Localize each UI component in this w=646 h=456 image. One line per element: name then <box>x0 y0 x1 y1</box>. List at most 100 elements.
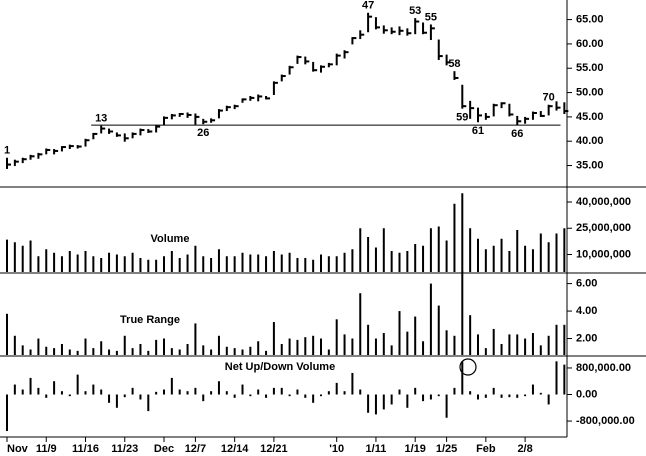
bar <box>45 394 48 398</box>
bar <box>312 259 315 272</box>
bar <box>429 283 432 355</box>
bar <box>60 391 63 395</box>
y-tick-label: 50.00 <box>576 86 604 98</box>
bar <box>500 344 503 355</box>
x-tick-label: 11/9 <box>36 443 57 455</box>
bar <box>547 335 550 355</box>
bar <box>29 240 32 272</box>
bar <box>563 324 566 355</box>
y-tick-label: 0.00 <box>576 388 597 400</box>
y-tick-label: 35.00 <box>576 159 604 171</box>
bar <box>406 394 409 408</box>
bar <box>343 252 346 272</box>
bar <box>139 394 142 400</box>
bar-number: 26 <box>197 127 209 139</box>
bar <box>461 271 464 355</box>
bar <box>390 345 393 355</box>
bar <box>210 391 213 395</box>
bar <box>359 293 362 355</box>
bar <box>422 394 425 402</box>
bar <box>84 251 87 272</box>
bar <box>312 335 315 355</box>
bar <box>249 346 252 355</box>
bar <box>288 252 291 272</box>
bar <box>335 382 338 395</box>
bar <box>524 394 527 397</box>
bar <box>484 249 487 272</box>
bar <box>21 389 24 395</box>
bar <box>390 394 393 405</box>
bar-number: 66 <box>511 128 523 140</box>
bar <box>500 238 503 272</box>
bar <box>374 247 377 272</box>
bar <box>100 389 103 395</box>
bar <box>429 228 432 272</box>
bar <box>92 384 95 395</box>
bar <box>484 394 487 398</box>
bar <box>414 316 417 355</box>
bar <box>280 387 283 395</box>
panel-title: Volume <box>151 233 190 245</box>
bar <box>217 249 220 272</box>
bar-number: 55 <box>425 11 437 23</box>
bar <box>45 346 48 355</box>
x-tick-label: 1/11 <box>366 443 387 455</box>
bar <box>115 350 118 355</box>
bar <box>374 338 377 355</box>
bar <box>296 258 299 272</box>
bar <box>123 394 126 398</box>
bar <box>170 377 173 395</box>
bar <box>555 233 558 272</box>
bar <box>508 394 511 398</box>
bar <box>21 245 24 272</box>
bar <box>492 328 495 355</box>
x-tick-label: 12/14 <box>221 443 249 455</box>
bar <box>53 381 56 395</box>
bar <box>524 338 527 355</box>
y-tick-label: 800,000.00 <box>576 362 631 374</box>
bar <box>241 384 244 395</box>
bar <box>45 249 48 272</box>
bar <box>335 319 338 355</box>
bar <box>437 226 440 272</box>
bar <box>210 349 213 355</box>
bar <box>327 256 330 272</box>
bar-number: 13 <box>95 113 107 125</box>
bar <box>202 345 205 355</box>
bar <box>178 258 181 272</box>
bar <box>155 391 158 395</box>
bar <box>477 238 479 272</box>
bar <box>37 387 40 395</box>
bar-number: 70 <box>543 92 555 104</box>
bar <box>249 254 252 272</box>
bar <box>445 394 448 418</box>
bar <box>194 323 197 355</box>
bar <box>422 341 425 355</box>
y-tick-label: 6.00 <box>576 278 597 290</box>
bar <box>131 348 134 355</box>
bar <box>147 394 150 412</box>
bar <box>398 252 401 272</box>
bar <box>76 254 79 272</box>
bar <box>335 256 338 272</box>
y-tick-label: 4.00 <box>576 305 597 317</box>
bar <box>445 330 448 355</box>
bar <box>539 233 542 272</box>
bar <box>123 256 126 272</box>
bar <box>296 339 299 355</box>
bar-number: 58 <box>448 58 460 70</box>
y-tick-label: 45.00 <box>576 111 604 123</box>
bar <box>280 344 283 355</box>
bar <box>469 228 472 272</box>
bar <box>461 193 464 272</box>
bar <box>327 391 330 395</box>
bar <box>359 228 362 272</box>
bar <box>241 349 244 355</box>
bar <box>84 391 87 395</box>
bar <box>390 251 393 272</box>
bar <box>29 377 32 395</box>
bar <box>217 335 220 355</box>
bar <box>202 394 205 402</box>
bar <box>453 203 456 272</box>
bar <box>249 394 252 397</box>
